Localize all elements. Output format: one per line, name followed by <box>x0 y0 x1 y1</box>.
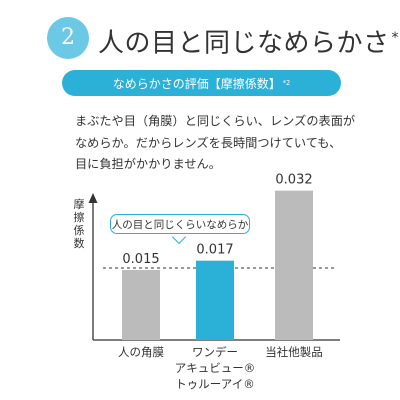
category-label-1-line-1: 人の角膜 <box>118 345 164 359</box>
y-axis-arrow <box>88 193 98 203</box>
bars-group: 0.015 人の角膜 0.017 ワンデーアキュビュー® トゥルーアイ® 0.032 当社他… <box>118 173 323 391</box>
callout-text: 人の目と同じくらいなめらか <box>111 218 249 231</box>
banner-text: なめらかさの評価【摩擦係数】 <box>112 76 281 91</box>
page-title-text: 人の目と同じなめらかさ <box>98 28 390 59</box>
category-label-2: ワンデーアキュビュー® トゥルーアイ® <box>175 345 256 391</box>
category-label-2-line-3: トゥルーアイ® <box>175 377 254 391</box>
value-label-3: 0.032 <box>275 173 312 188</box>
page-title: 人の目と同じなめらかさ*2 <box>98 21 400 61</box>
category-label-3: 当社他製品 <box>265 345 323 359</box>
category-label-2-line-1: ワンデー <box>192 345 238 359</box>
evaluation-banner: なめらかさの評価【摩擦係数】 *2 <box>62 70 341 96</box>
bar-2 <box>196 260 234 340</box>
description: まぶたや目（角膜）と同じくらい、レンズの表面が なめらか。だからレンズを長時間つ… <box>75 111 375 176</box>
value-label-1: 0.015 <box>122 252 159 267</box>
description-line-3: 目に負担がかかりません。 <box>75 157 221 171</box>
category-label-3-line-1: 当社他製品 <box>265 345 323 359</box>
category-label-2-line-2: アキュビュー® <box>175 361 256 375</box>
bar-3 <box>275 190 313 340</box>
section-number-badge: 2 <box>47 17 89 59</box>
description-line-2: なめらか。だからレンズを長時間つけていても、 <box>75 135 342 150</box>
bar-1 <box>122 270 160 340</box>
y-axis-label: 摩擦係数 <box>73 198 85 250</box>
category-label-1: 人の角膜 <box>118 345 164 359</box>
section-number: 2 <box>61 25 75 50</box>
title-footnote-mark: *2 <box>391 30 400 46</box>
callout-bubble: 人の目と同じくらいなめらか <box>110 214 250 234</box>
description-line-1: まぶたや目（角膜）と同じくらい、レンズの表面が <box>75 114 356 128</box>
value-label-2: 0.017 <box>196 243 233 258</box>
banner-footnote-mark: *2 <box>282 79 291 87</box>
